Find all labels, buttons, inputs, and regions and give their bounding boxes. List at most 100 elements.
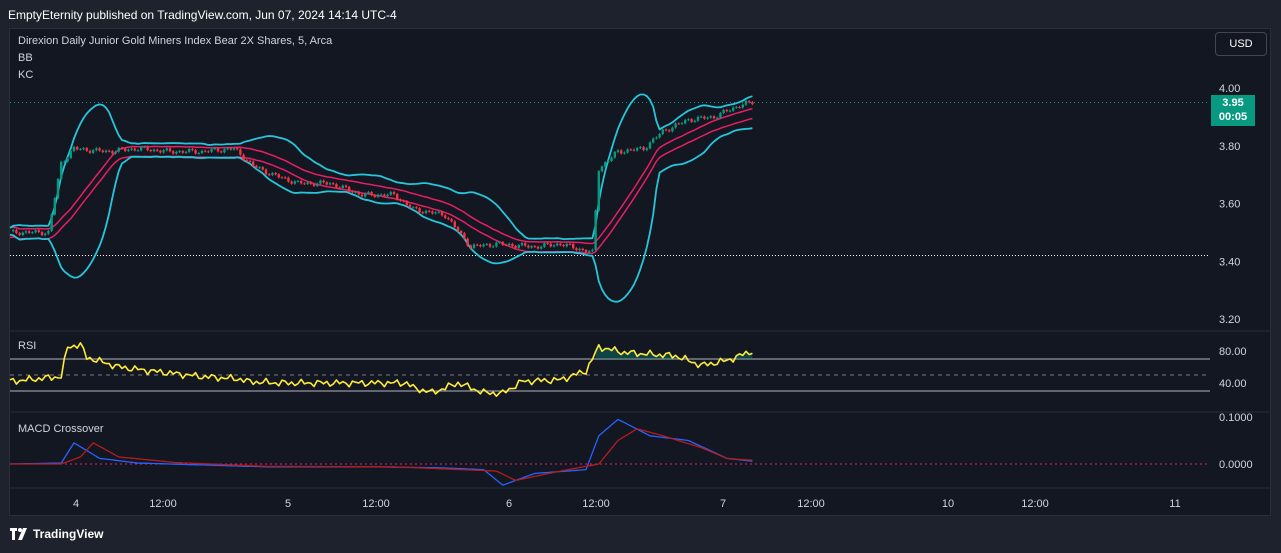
time-axis-tick: 12:00 [582, 498, 610, 510]
candle-body [463, 233, 466, 239]
candle-body [136, 150, 140, 152]
candle-body [674, 123, 677, 128]
candle-body [408, 204, 412, 208]
candle-body [444, 215, 447, 218]
macd-axis-tick: 0.1000 [1219, 412, 1253, 424]
candle-body [290, 181, 293, 184]
macd-axis-tick: 0.0000 [1219, 459, 1253, 471]
published-caption: EmptyEternity published on TradingView.c… [8, 8, 397, 22]
candle-body [700, 116, 703, 118]
candle-body [98, 148, 101, 151]
candle-body [114, 151, 117, 154]
candle-body [255, 165, 258, 168]
candle-body [18, 233, 21, 236]
candle-body [210, 149, 213, 152]
candle-body [540, 246, 543, 249]
candle-body [191, 148, 194, 151]
candle-body [108, 150, 111, 152]
candle-body [12, 229, 15, 232]
candle-body [520, 243, 524, 246]
candle-body [175, 151, 178, 154]
candle-body [696, 116, 700, 121]
candle-body [104, 150, 108, 153]
candle-body [517, 245, 520, 248]
candle-body [351, 191, 354, 193]
candle-body [168, 148, 172, 152]
candle-body [72, 146, 76, 152]
candle-body [565, 243, 568, 247]
candle-body [415, 207, 418, 209]
candle-body [687, 119, 690, 121]
candle-body [28, 231, 31, 233]
bb-legend[interactable]: BB [18, 52, 33, 64]
candle-body [328, 183, 332, 185]
candle-body [130, 148, 133, 150]
candle-body [501, 242, 504, 245]
candle-body [370, 192, 373, 196]
candle-body [239, 149, 242, 155]
rsi-legend[interactable]: RSI [18, 340, 37, 352]
candle-body [488, 244, 492, 247]
candle-body [322, 180, 325, 183]
candle-body [751, 102, 754, 105]
candle-body [53, 198, 56, 215]
candle-body [296, 180, 300, 182]
candle-body [642, 147, 645, 151]
candle-body [92, 150, 95, 153]
time-axis-tick: 6 [506, 498, 512, 510]
candle-body [431, 211, 434, 214]
candle-body [498, 242, 501, 244]
candle-body [364, 193, 367, 197]
candle-body [562, 245, 565, 247]
candle-body [152, 149, 156, 152]
candle-body [735, 107, 738, 109]
candle-body [303, 183, 306, 185]
candle-body [220, 151, 223, 153]
candle-body [226, 148, 229, 150]
candle-body [504, 244, 508, 246]
candle-body [495, 242, 498, 247]
candle-body [373, 195, 376, 197]
kc-legend[interactable]: KC [18, 69, 34, 81]
candle-body [543, 243, 546, 247]
top-bar: EmptyEternity published on TradingView.c… [0, 0, 1281, 28]
candle-body [552, 245, 556, 247]
candle-body [277, 174, 280, 178]
macd-signal-line [10, 428, 753, 482]
price-axis-tick: 3.20 [1219, 314, 1240, 326]
candle-body [354, 191, 357, 193]
candle-body [412, 207, 415, 209]
candle-body [424, 210, 428, 214]
candle-body [200, 150, 204, 154]
candle-body [383, 194, 386, 197]
candle-body [607, 160, 610, 163]
tradingview-logo[interactable]: TradingView [10, 527, 103, 541]
candle-body [629, 149, 632, 151]
candle-body [280, 177, 284, 179]
candle-body [47, 230, 50, 234]
candle-body [184, 151, 188, 153]
candle-body [232, 148, 236, 150]
candle-body [258, 167, 261, 169]
candle-body [312, 183, 316, 186]
candle-body [63, 161, 66, 163]
candle-body [402, 200, 405, 202]
time-axis-tick: 5 [285, 498, 291, 510]
candle-body [120, 147, 124, 149]
candle-body [85, 148, 88, 151]
candle-body [479, 245, 482, 247]
candle-body [645, 148, 648, 151]
candle-body [127, 149, 130, 151]
time-axis-tick: 12:00 [362, 498, 390, 510]
currency-button[interactable]: USD [1215, 32, 1267, 56]
rsi-axis-tick: 40.00 [1219, 378, 1247, 390]
candle-body [21, 232, 24, 236]
candle-body [460, 231, 463, 234]
last-price-badge: 3.95 00:05 [1211, 95, 1255, 126]
candle-body [524, 243, 527, 246]
candle-body [268, 174, 271, 176]
candle-body [719, 112, 722, 118]
candle-body [319, 180, 322, 184]
macd-legend[interactable]: MACD Crossover [18, 423, 104, 435]
